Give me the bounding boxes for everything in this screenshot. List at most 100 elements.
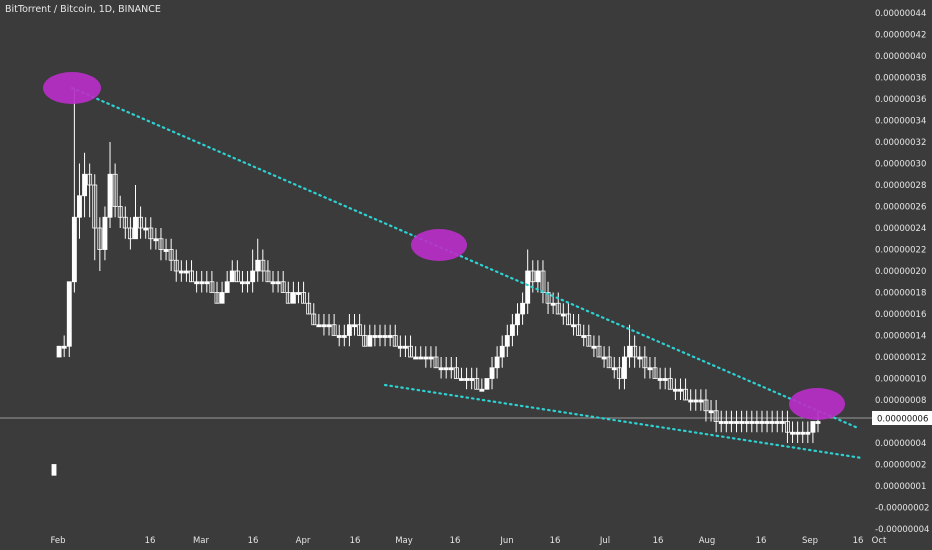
- candle-body: [214, 292, 220, 304]
- candle-body: [168, 249, 174, 261]
- candle-body: [723, 421, 729, 424]
- candle-body: [611, 367, 617, 371]
- candle-body: [97, 227, 103, 250]
- y-tick-label: 0.00000001: [875, 482, 926, 492]
- candle-body: [494, 356, 500, 369]
- candle-body: [586, 335, 592, 347]
- candle-body: [576, 324, 582, 336]
- upper-trendline: [70, 86, 860, 430]
- candle-body: [199, 281, 205, 285]
- candle-body: [346, 324, 352, 336]
- candle-body: [127, 227, 133, 240]
- candle-body: [520, 302, 526, 315]
- x-tick-label: 16: [756, 536, 767, 546]
- highlight-ellipse: [789, 388, 845, 420]
- candle-body: [637, 356, 643, 360]
- candle-body: [744, 421, 750, 424]
- candle-body: [545, 292, 551, 304]
- candle-body: [678, 388, 683, 392]
- candle-body: [525, 270, 531, 304]
- y-tick-label: 0.00000036: [875, 95, 926, 105]
- candle-body: [693, 399, 699, 403]
- trendlines: [70, 86, 864, 460]
- candle-body: [265, 270, 271, 283]
- candle-body: [133, 216, 138, 240]
- candle-body: [815, 421, 821, 424]
- candle-body: [87, 173, 93, 186]
- x-tick-label: Aug: [699, 536, 716, 546]
- candle-body: [229, 270, 235, 283]
- candle-body: [331, 324, 337, 336]
- candle-body: [810, 421, 816, 433]
- candle-body: [667, 378, 673, 390]
- candle-body: [443, 367, 449, 371]
- x-tick-label: Apr: [296, 536, 311, 546]
- x-tick-label: 16: [853, 536, 864, 546]
- candle-body: [734, 421, 739, 424]
- candle-body: [336, 335, 342, 338]
- candle-body: [647, 367, 653, 371]
- candle-body: [275, 281, 281, 285]
- y-tick-label: 0.00000040: [875, 52, 926, 62]
- candle-body: [632, 345, 638, 358]
- candle-body: [316, 324, 322, 328]
- candle-body: [606, 356, 612, 369]
- candle-body: [627, 345, 632, 358]
- candle-body: [321, 324, 327, 328]
- candle-body: [194, 281, 200, 285]
- candle-body: [591, 345, 597, 349]
- candle-body: [260, 259, 266, 272]
- candle-body: [122, 216, 128, 229]
- x-tick-label: 16: [350, 536, 361, 546]
- candle-body: [219, 292, 225, 304]
- candle-body: [301, 292, 307, 304]
- candle-body: [56, 345, 62, 358]
- y-tick-label: 0.00000008: [875, 396, 926, 406]
- candlestick-series: [51, 88, 821, 476]
- y-tick-label: 0.00000024: [875, 224, 926, 234]
- candle-body: [189, 270, 194, 283]
- candle-body: [311, 313, 317, 326]
- candle-body: [270, 281, 276, 285]
- candle-body: [423, 356, 429, 360]
- candle-body: [148, 227, 154, 240]
- candle-body: [479, 388, 485, 392]
- candle-body: [51, 464, 57, 476]
- y-tick-label: -0.00000002: [875, 504, 929, 514]
- x-tick-label: 16: [550, 536, 561, 546]
- candle-body: [718, 421, 724, 424]
- candle-body: [662, 378, 668, 381]
- candle-body: [66, 281, 72, 347]
- candle-body: [82, 173, 87, 197]
- x-tick-label: 16: [653, 536, 664, 546]
- candle-body: [433, 356, 439, 369]
- candle-body: [428, 356, 434, 360]
- candle-body: [683, 388, 689, 401]
- candle-body: [515, 313, 520, 326]
- x-tick-label: May: [395, 536, 413, 546]
- candle-body: [622, 356, 627, 379]
- candle-body: [469, 378, 475, 381]
- candle-body: [280, 281, 286, 293]
- candle-body: [688, 399, 694, 403]
- candle-body: [367, 335, 373, 347]
- candle-body: [357, 324, 363, 336]
- candle-body: [341, 335, 347, 338]
- current-price-badge: 0.00000006: [872, 411, 932, 425]
- candle-body: [550, 302, 556, 306]
- candle-body: [117, 206, 123, 218]
- x-tick-label: Oct: [872, 536, 887, 546]
- candle-body: [209, 281, 215, 293]
- candle-body: [657, 378, 663, 381]
- candle-body: [581, 335, 587, 338]
- y-tick-label: 0.00000018: [875, 289, 926, 299]
- candle-body: [774, 421, 780, 424]
- candle-body: [240, 281, 245, 285]
- x-tick-label: 16: [450, 536, 461, 546]
- candle-body: [560, 313, 566, 317]
- candle-body: [749, 421, 755, 424]
- candle-body: [448, 367, 454, 371]
- candle-body: [652, 367, 658, 379]
